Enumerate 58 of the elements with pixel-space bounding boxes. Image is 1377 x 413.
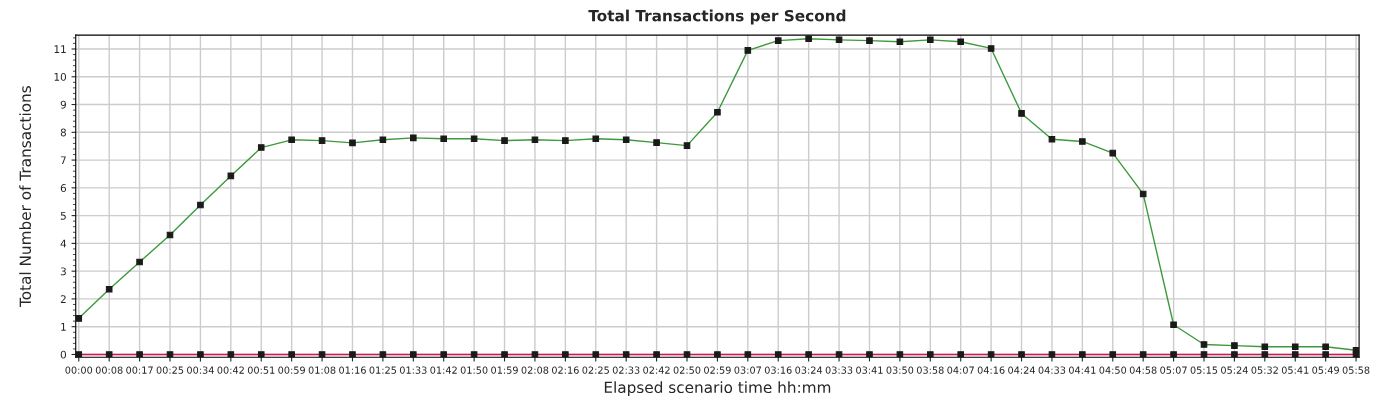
x-tick-label: 05:32 — [1251, 366, 1278, 374]
x-tick-label: 01:16 — [339, 366, 366, 374]
x-tick-label: 02:59 — [704, 366, 731, 374]
y-tick-label: 2 — [60, 295, 66, 303]
x-tick-label: 00:59 — [278, 366, 305, 374]
x-tick-label: 02:33 — [612, 366, 640, 374]
x-tick-label: 03:50 — [886, 366, 914, 374]
x-tick-label: 00:25 — [156, 366, 184, 374]
x-tick-label: 03:07 — [734, 366, 762, 374]
y-tick-label: 4 — [60, 239, 67, 248]
y-tick-label: 1 — [61, 323, 66, 331]
x-tick-label: 02:42 — [643, 366, 670, 374]
y-axis-title: Total Number of Transactions — [19, 86, 32, 308]
x-tick-label: 00:34 — [187, 366, 214, 374]
x-tick-label: 03:24 — [795, 366, 823, 374]
x-tick-label: 00:00 — [65, 366, 93, 374]
x-tick-label: 00:42 — [217, 366, 244, 374]
x-tick-label: 00:51 — [247, 366, 275, 374]
x-tick-label: 01:08 — [308, 366, 336, 374]
x-tick-label: 05:24 — [1221, 366, 1248, 374]
x-tick-label: 05:15 — [1190, 366, 1218, 374]
y-tick-label: 9 — [60, 100, 66, 109]
x-tick-label: 02:16 — [551, 366, 579, 374]
x-tick-label: 05:49 — [1312, 366, 1339, 374]
y-tick-label: 7 — [60, 156, 66, 165]
x-tick-label: 03:33 — [825, 366, 853, 374]
y-tick-label: 0 — [60, 350, 67, 359]
y-tick-label: 8 — [60, 128, 66, 137]
chart-title: Total Transactions per Second — [588, 9, 846, 25]
y-tick-label: 3 — [60, 267, 66, 276]
x-tick-label: 02:25 — [582, 366, 609, 374]
x-tick-label: 00:17 — [126, 366, 153, 374]
x-tick-label: 03:41 — [856, 366, 883, 374]
x-tick-label: 01:50 — [460, 366, 488, 374]
x-tick-label: 02:50 — [673, 366, 701, 374]
x-tick-label: 04:33 — [1038, 366, 1066, 374]
x-tick-label: 04:07 — [947, 366, 974, 374]
y-tick-label: 6 — [60, 184, 67, 192]
x-tick-label: 01:59 — [491, 366, 518, 374]
x-tick-label: 01:25 — [369, 366, 397, 374]
y-tick-label: 10 — [54, 72, 67, 81]
x-tick-label: 03:58 — [916, 366, 944, 374]
x-axis-title: Elapsed scenario time hh:mm — [604, 381, 831, 397]
x-tick-label: 01:33 — [399, 366, 427, 374]
x-tick-label: 04:16 — [977, 366, 1005, 374]
x-tick-label: 04:50 — [1099, 366, 1127, 374]
x-tick-label: 02:08 — [521, 366, 549, 374]
x-tick-label: 04:58 — [1129, 366, 1157, 374]
x-tick-label: 04:41 — [1068, 366, 1096, 374]
x-tick-label: 04:24 — [1008, 366, 1035, 374]
y-tick-label: 5 — [60, 211, 66, 220]
x-tick-label: 05:07 — [1160, 366, 1187, 374]
x-tick-label: 05:58 — [1342, 366, 1370, 374]
x-tick-label: 00:08 — [95, 366, 123, 374]
x-tick-label: 05:41 — [1281, 366, 1309, 374]
x-tick-label: 03:16 — [764, 366, 792, 374]
x-tick-label: 01:42 — [430, 366, 457, 374]
y-tick-label: 11 — [54, 45, 66, 53]
